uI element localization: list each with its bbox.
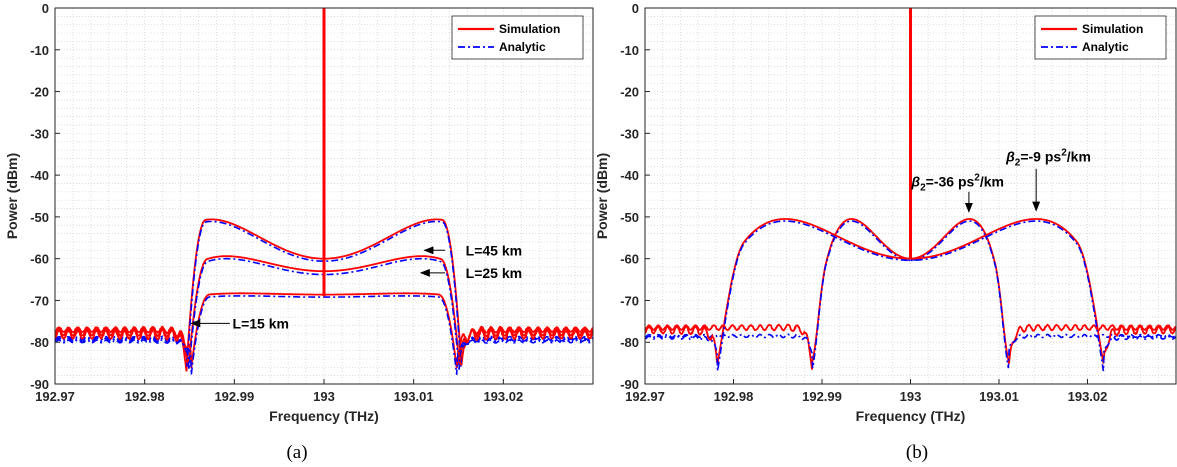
annotation-part: 2 (974, 172, 980, 183)
legend-label-simulation: Simulation (499, 22, 560, 36)
y-axis-label: Power (dBm) (4, 153, 20, 239)
annotation-label: β2=-36 ps2/km (910, 172, 1004, 193)
chart-panel-b: 192.97 192.98 192.99 193 193.01 193.02 0 -10 -20… (594, 1, 1177, 463)
series-analytic-1 (54, 257, 594, 370)
y-tick-label: -90 (620, 377, 639, 392)
legend-box (451, 15, 584, 60)
y-tick-label: 0 (632, 1, 639, 16)
y-tick-label: -30 (620, 126, 639, 141)
series-analytic-1 (644, 220, 1177, 372)
legend-label-analytic: Analytic (1082, 40, 1129, 54)
y-tick-label: -90 (30, 377, 49, 392)
series-simulation-1 (644, 218, 1177, 367)
annotation-2: L=15 km (190, 315, 289, 331)
x-tick-label: 192.99 (214, 389, 254, 404)
annotation-1: L=25 km (419, 265, 522, 281)
legend-box (1034, 15, 1167, 60)
annotation-label: L=45 km (466, 242, 522, 258)
series-analytic-0 (644, 220, 1177, 369)
y-tick-label: -10 (30, 43, 49, 58)
y-tick-label: -20 (620, 85, 639, 100)
x-tick-label: 193.02 (483, 389, 523, 404)
x-tick-label: 192.98 (714, 389, 754, 404)
y-tick-label: -10 (620, 43, 639, 58)
annotation-part: 2 (920, 182, 926, 193)
y-tick-label: -80 (620, 335, 639, 350)
y-tick-label: -60 (30, 252, 49, 267)
y-tick-label: -20 (30, 85, 49, 100)
annotation-part: /km (980, 173, 1004, 189)
y-tick-label: -60 (620, 252, 639, 267)
annotation-part: =-36 ps (926, 173, 975, 189)
annotation-label: L=25 km (466, 265, 522, 281)
series-analytic-2 (54, 295, 594, 375)
y-tick-label: 0 (42, 1, 49, 16)
annotation-0: β2=-36 ps2/km (910, 172, 1004, 213)
legend: Simulation Analytic (1034, 15, 1167, 60)
y-tick-label: -50 (30, 210, 49, 225)
x-tick-label: 193.02 (1068, 389, 1108, 404)
annotation-part: =-9 ps (1020, 148, 1061, 164)
series-analytic-0 (54, 220, 594, 367)
annotation-label: β2=-9 ps2/km (1005, 147, 1091, 168)
annotation-1: β2=-9 ps2/km (1005, 147, 1091, 212)
y-tick-label: -70 (30, 293, 49, 308)
annotation-0: L=45 km (423, 242, 522, 258)
x-tick-label: 193.01 (979, 389, 1019, 404)
chart-panel-a: 192.97 192.98 192.99 193 193.01 193.02 0 -10 -20… (4, 1, 594, 463)
x-axis-label: Frequency (THz) (269, 408, 379, 424)
y-tick-label: -40 (620, 168, 639, 183)
x-tick-label: 193.01 (394, 389, 434, 404)
x-tick-label: 192.99 (802, 389, 842, 404)
y-tick-label: -30 (30, 126, 49, 141)
panel-caption: (b) (906, 442, 928, 463)
y-axis-label: Power (dBm) (594, 153, 610, 239)
panel-caption: (a) (286, 442, 307, 463)
x-tick-label: 192.97 (35, 389, 75, 404)
y-tick-label: -40 (30, 168, 49, 183)
x-axis-label: Frequency (THz) (856, 408, 966, 424)
annotation-part: β (1005, 148, 1015, 164)
x-tick-label: 192.97 (625, 389, 665, 404)
legend: Simulation Analytic (451, 15, 584, 60)
y-tick-label: -70 (620, 293, 639, 308)
x-tick-label: 192.98 (125, 389, 165, 404)
annotation-part: /km (1067, 148, 1091, 164)
x-tick-label: 193 (900, 389, 922, 404)
legend-label-simulation: Simulation (1082, 22, 1143, 36)
annotation-part: 2 (1015, 157, 1021, 168)
y-tick-label: -80 (30, 335, 49, 350)
annotation-part: β (910, 173, 920, 189)
y-tick-label: -50 (620, 210, 639, 225)
x-tick-label: 193 (313, 389, 335, 404)
annotation-label: L=15 km (233, 315, 289, 331)
annotation-part: 2 (1061, 147, 1067, 158)
legend-label-analytic: Analytic (499, 40, 546, 54)
